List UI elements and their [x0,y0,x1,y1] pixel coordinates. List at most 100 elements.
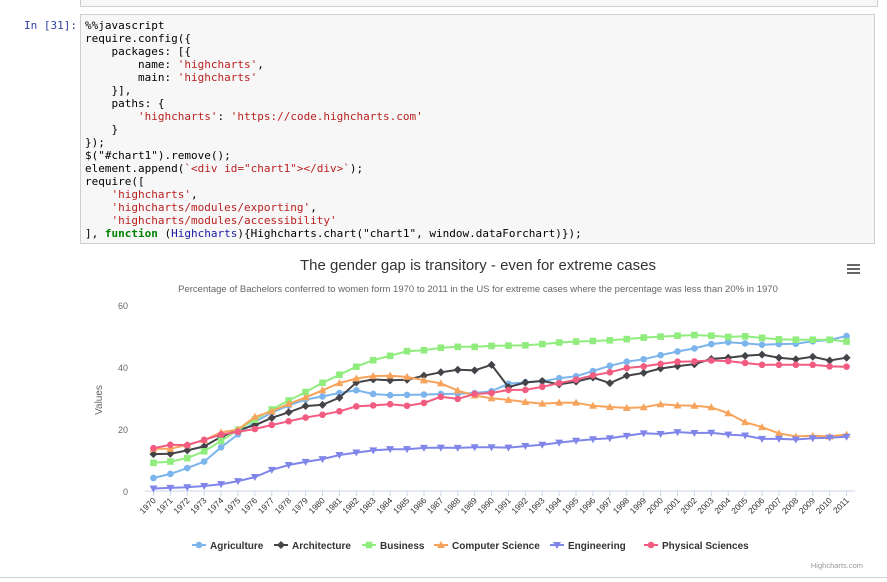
cell-divider [0,577,887,578]
data-point [419,444,428,452]
x-tick-label: 1977 [256,495,277,516]
legend-label: Engineering [568,541,626,552]
data-point [825,356,834,365]
data-point [674,358,681,366]
data-point [843,332,850,340]
code-editor[interactable]: %%javascript require.config({ packages: [… [85,19,582,240]
legend-item[interactable]: Business [362,541,425,552]
legend-item[interactable]: Engineering [550,541,626,552]
data-point [639,368,648,377]
data-point [674,332,681,339]
x-tick-label: 2003 [695,495,716,516]
data-point [284,461,293,469]
data-point [335,393,344,402]
data-point [622,432,631,440]
y-axis-labels: 0 20 40 60 [118,301,128,497]
data-point [640,355,647,363]
data-point [606,368,614,376]
data-point [538,340,546,348]
data-point [250,474,259,482]
legend-symbol [195,541,203,549]
data-point [285,417,292,425]
data-point [318,456,327,464]
data-point [200,458,208,465]
data-point [606,337,614,344]
credits-link[interactable]: Highcharts.com [811,561,863,570]
data-point [386,446,395,454]
legend-symbol [277,541,285,549]
data-point [758,361,766,369]
x-tick-label: 2011 [831,495,851,515]
code-line: packages: [{ [85,45,191,58]
legend-symbol [437,541,445,548]
legend-item[interactable]: Agriculture [192,541,264,552]
data-point [336,371,343,379]
data-point [708,332,715,339]
data-point [690,430,699,438]
data-point [691,358,698,365]
x-tick-label: 1998 [611,495,632,516]
legend-symbol [365,541,373,549]
legend-item[interactable]: Computer Science [434,541,540,552]
data-point [622,371,631,380]
data-point [572,338,580,345]
data-point [352,449,361,457]
data-point [267,407,276,415]
x-tick-label: 2004 [712,495,733,516]
data-point [487,394,496,402]
data-point [471,343,478,351]
x-tick-label: 1976 [239,495,260,516]
data-point [538,383,546,391]
data-point [403,391,411,399]
data-point [707,429,716,437]
code-cell-input[interactable]: %%javascript require.config({ packages: [… [80,14,875,244]
data-point [301,402,310,411]
data-point [774,435,783,443]
data-point [167,441,174,449]
data-point [403,402,411,410]
y-axis-title: Values [94,385,105,415]
data-point [470,444,479,452]
data-point [319,411,326,419]
code-line: element.append(`<div id="chart1"></div>`… [85,162,364,175]
data-point [775,361,783,369]
data-point [403,446,412,454]
series-computer-science [149,371,851,452]
data-point [453,386,462,394]
data-point [233,478,242,486]
data-point [200,483,209,491]
data-point [555,398,564,406]
data-point [843,338,850,345]
x-tick-label: 2010 [814,495,835,516]
data-point [809,336,817,344]
data-point [792,361,800,369]
legend-item[interactable]: Physical Sciences [644,541,749,552]
data-point [724,431,733,439]
data-point [149,485,158,493]
code-line: require([ [85,175,145,188]
data-point [200,448,208,455]
x-axis-labels: 1970197119721973197419751976197719781979… [137,491,851,516]
data-point [302,388,309,396]
hamburger-menu-icon[interactable] [846,261,862,277]
data-point [792,336,800,344]
code-line: 'highcharts/modules/exporting', [111,201,317,214]
data-point [758,435,767,443]
x-tick-label: 2006 [746,495,767,516]
data-point [589,337,597,345]
code-line: require.config({ [85,32,191,45]
data-point [336,408,343,415]
data-point [386,352,394,360]
data-point [403,347,411,355]
data-point [605,402,614,410]
data-point [336,389,343,397]
data-point [538,399,547,407]
data-point [521,378,530,387]
code-line: }], [85,84,132,97]
data-point [505,342,512,349]
code-line: 'highcharts': 'https://code.highcharts.c… [137,110,423,123]
legend-item[interactable]: Architecture [274,541,351,552]
data-point [673,429,682,437]
data-point [436,379,445,387]
x-tick-label: 2009 [797,495,818,516]
